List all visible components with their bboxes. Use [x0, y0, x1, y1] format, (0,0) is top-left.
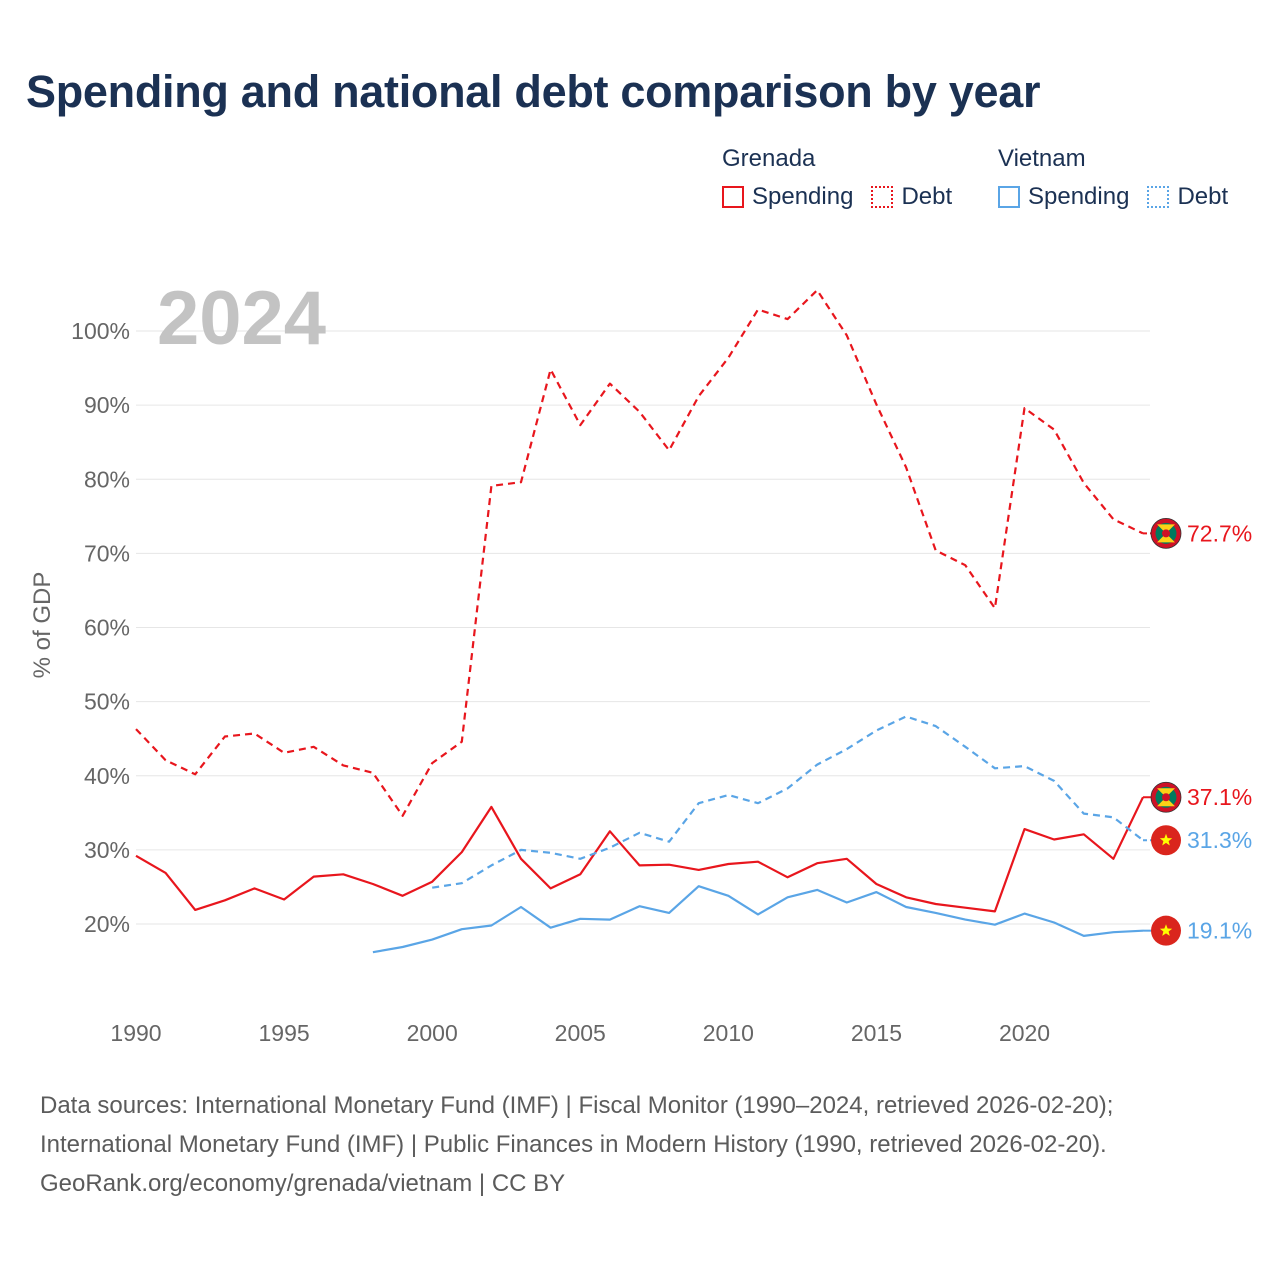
y-tick-label: 70% — [84, 540, 130, 566]
y-tick-label: 60% — [84, 615, 130, 641]
grenada-flag-icon — [1150, 517, 1182, 549]
y-tick-label: 100% — [71, 318, 130, 344]
end-value-label: 31.3% — [1187, 827, 1252, 853]
legend-grenada-title: Grenada — [722, 145, 816, 172]
legend-dotted-swatch — [1147, 186, 1170, 208]
end-value-label: 37.1% — [1187, 784, 1252, 810]
grid-lines — [136, 330, 1150, 925]
grenada-flag-icon — [1150, 781, 1182, 813]
vietnam-flag-icon — [1151, 915, 1181, 946]
legend-label: Debt — [901, 183, 953, 210]
x-tick-label: 2020 — [999, 1020, 1050, 1046]
series-line-vietnam-spending[interactable] — [372, 885, 1144, 954]
footer-line-2: International Monetary Fund (IMF) | Publ… — [40, 1131, 1107, 1158]
y-tick-label: 40% — [84, 763, 130, 789]
legend-label: Spending — [752, 183, 854, 210]
y-tick-label: 50% — [84, 689, 130, 715]
legend-solid-swatch — [998, 186, 1020, 208]
y-tick-label: 80% — [84, 466, 130, 492]
legend-vietnam-spending[interactable]: Spending — [998, 183, 1129, 211]
x-tick-label: 2000 — [407, 1020, 458, 1046]
line-chart: 20% 30% 40% 50% 60% 70% 80% 90% 100% 1990 1995 200… — [29, 276, 1252, 1046]
legend-solid-swatch — [722, 186, 744, 208]
x-tick-label: 2010 — [703, 1020, 754, 1046]
chart-title: Spending and national debt comparison by… — [26, 66, 1041, 117]
legend-grenada: Grenada Spending Debt — [722, 142, 970, 211]
legend-grenada-spending[interactable]: Spending — [722, 183, 853, 211]
y-tick-label: 90% — [84, 392, 130, 418]
footer-sources: Data sources: International Monetary Fun… — [40, 1086, 1113, 1203]
year-watermark: 2024 — [157, 276, 326, 361]
end-markers: 72.7% 37.1% 31.3% 19.1% — [1143, 517, 1252, 946]
legend-grenada-debt[interactable]: Debt — [871, 183, 952, 211]
y-tick-label: 30% — [84, 837, 130, 863]
x-tick-label: 2005 — [555, 1020, 606, 1046]
y-axis-ticks: 20% 30% 40% 50% 60% 70% 80% 90% 100% — [71, 318, 130, 937]
footer-line-1: Data sources: International Monetary Fun… — [40, 1092, 1114, 1119]
legend-dotted-swatch — [871, 186, 894, 208]
series-lines — [135, 289, 1144, 954]
series-line-grenada-debt[interactable] — [135, 289, 1144, 817]
y-axis-label: % of GDP — [29, 572, 56, 679]
series-line-grenada-spending[interactable] — [135, 796, 1144, 913]
legend-vietnam-debt[interactable]: Debt — [1147, 183, 1228, 211]
legend-vietnam: Vietnam Spending Debt — [998, 142, 1246, 211]
legend-vietnam-title: Vietnam — [998, 145, 1086, 172]
x-axis-ticks: 1990 1995 2000 2005 2010 2015 2020 — [110, 1020, 1050, 1046]
x-tick-label: 1995 — [259, 1020, 310, 1046]
vietnam-flag-icon — [1151, 825, 1181, 856]
x-tick-label: 1990 — [110, 1020, 161, 1046]
x-tick-label: 2015 — [851, 1020, 902, 1046]
footer-line-3: GeoRank.org/economy/grenada/vietnam | CC… — [40, 1170, 566, 1197]
end-value-label: 19.1% — [1187, 918, 1252, 944]
y-tick-label: 20% — [84, 911, 130, 937]
end-value-label: 72.7% — [1187, 520, 1252, 546]
legend-label: Debt — [1177, 183, 1229, 210]
series-line-vietnam-debt[interactable] — [432, 715, 1144, 889]
legend-label: Spending — [1028, 183, 1130, 210]
